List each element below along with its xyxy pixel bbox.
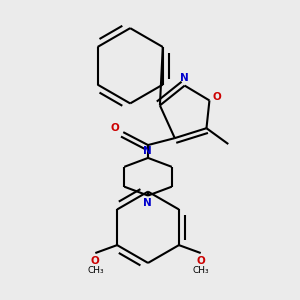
Text: N: N (143, 197, 152, 208)
Text: CH₃: CH₃ (87, 266, 104, 275)
Text: O: O (91, 256, 100, 266)
Text: O: O (196, 256, 205, 266)
Text: O: O (213, 92, 222, 101)
Text: N: N (143, 146, 152, 156)
Text: O: O (111, 123, 120, 133)
Text: CH₃: CH₃ (192, 266, 209, 275)
Text: N: N (180, 73, 189, 83)
